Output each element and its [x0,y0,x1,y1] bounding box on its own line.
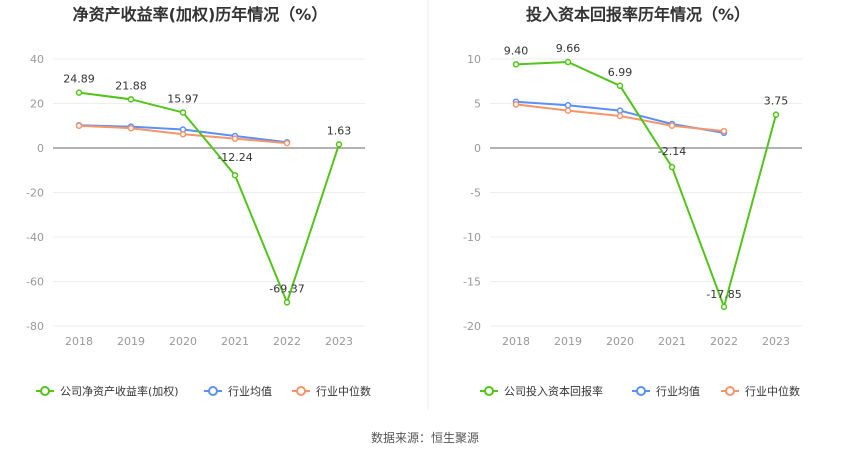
data-point-avg [616,107,624,114]
x-tick-label: 2021 [221,335,249,348]
legend-label: 行业均值 [656,385,700,398]
data-point-median [668,122,676,129]
chart-title: 净资产收益率(加权)历年情况（%） [73,5,328,24]
y-tick-label: -60 [26,276,44,289]
data-label: 9.66 [556,42,581,55]
data-label: 6.99 [608,66,633,79]
chart-title: 投入资本回报率历年情况（%） [526,5,750,24]
y-tick-label: -5 [470,187,481,200]
data-point-company [772,111,780,118]
data-label: 9.40 [504,44,529,57]
data-point-company [668,163,676,171]
legend-swatch-marker [636,386,646,396]
data-label: -12.24 [217,151,252,164]
x-tick-label: 2020 [169,335,197,348]
data-point-median [512,101,520,108]
data-point-company [564,58,572,66]
data-label: 21.88 [115,79,147,92]
x-tick-label: 2023 [762,335,790,348]
y-tick-label: 5 [474,98,481,111]
y-tick-label: 0 [37,142,44,155]
legend-swatch-marker [725,386,735,396]
legend-swatch-marker [40,386,50,396]
data-point-median [564,107,572,114]
data-point-company [616,82,624,90]
legend-label: 公司净资产收益率(加权) [60,384,179,398]
data-label: 1.63 [327,124,352,137]
y-tick-label: 40 [30,53,44,66]
x-tick-label: 2019 [554,335,582,348]
y-tick-label: -20 [463,320,481,333]
data-label: 3.75 [764,95,789,108]
x-tick-label: 2022 [710,335,738,348]
series-line-company [78,91,340,306]
data-label: 24.89 [63,73,95,86]
data-point-company [335,141,343,148]
series-line-company [515,61,777,311]
data-point-median [231,135,239,142]
y-tick-label: 0 [474,142,481,155]
data-label: -69.37 [269,282,304,295]
data-label: -17.85 [706,288,741,301]
x-tick-label: 2021 [658,335,686,348]
y-tick-label: -10 [463,231,481,244]
legend-swatch-marker [484,386,494,396]
y-tick-label: -20 [26,187,44,200]
data-point-company [231,171,239,179]
data-point-company [179,109,187,116]
y-tick-label: 10 [467,53,481,66]
legend-label: 行业中位数 [745,384,800,398]
data-source: 数据来源：恒生聚源 [371,430,479,445]
y-tick-label: 20 [30,98,44,111]
x-tick-label: 2019 [117,335,145,348]
roe-chart: 净资产收益率(加权)历年情况（%） -80 -60 -40 -20 0 20 40 2018 20… [26,5,371,398]
data-point-company [75,89,83,96]
y-tick-label: -15 [463,276,481,289]
data-point-median [283,139,291,147]
data-point-company [512,61,520,68]
legend-swatch-marker [208,386,218,396]
x-tick-label: 2018 [65,335,93,348]
x-tick-label: 2020 [606,335,634,348]
data-point-median [127,124,135,132]
data-point-company [720,303,728,311]
data-point-company [283,299,291,306]
data-point-median [616,112,624,120]
data-point-avg [564,102,572,109]
data-point-company [127,96,135,103]
y-tick-label: -80 [26,320,44,333]
data-point-median [179,130,187,138]
legend-label: 行业中位数 [316,384,371,398]
x-tick-label: 2022 [273,335,301,348]
data-point-median [75,122,83,129]
legend-swatch-marker [296,386,306,396]
legend-label: 行业均值 [228,385,272,398]
roic-chart: 投入资本回报率历年情况（%） -20 -15 -10 -5 0 5 10 2018 2019 202… [463,5,802,398]
data-label: -2.14 [658,145,686,158]
legend-label: 公司投入资本回报率 [504,384,603,398]
x-tick-label: 2023 [325,335,353,348]
data-point-median [720,127,728,135]
x-tick-label: 2018 [502,335,530,348]
y-tick-label: -40 [26,231,44,244]
data-label: 15.97 [167,92,199,105]
